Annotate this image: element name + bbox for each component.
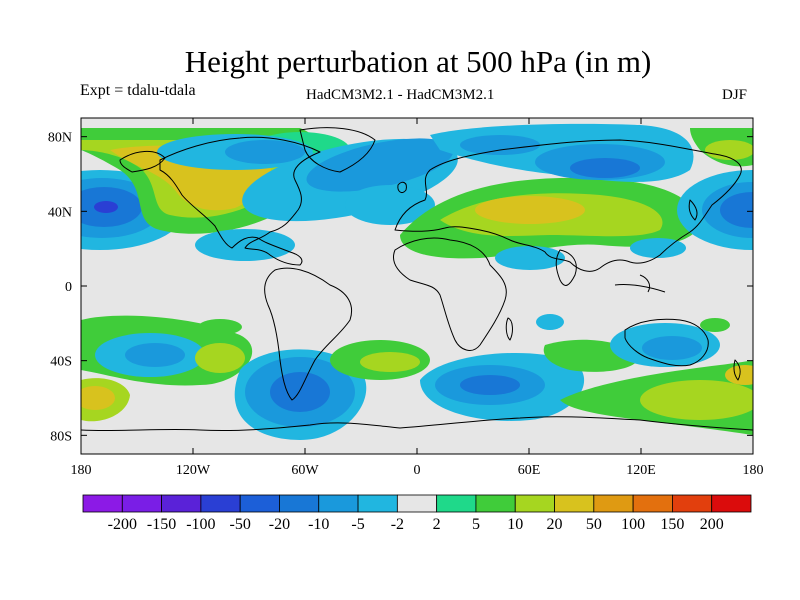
colorbar-swatch: [396, 494, 438, 513]
y-tick-label: 40N: [48, 205, 72, 220]
contour-neurasia-low-west: [460, 135, 540, 155]
coastlines: [81, 127, 753, 432]
colorbar-label: -100: [186, 516, 215, 533]
coastline-north-america: [159, 136, 321, 266]
contour-aus-low-inner: [642, 336, 702, 360]
contour-field: [81, 123, 753, 440]
contour-swpac-yellow: [640, 380, 753, 420]
contour-caribbean-low: [195, 229, 295, 261]
coastline-indonesia: [614, 274, 666, 293]
colorbar-label: -2: [391, 516, 404, 533]
colorbar-swatch: [121, 494, 162, 513]
experiment-label: Expt = tdalu-tdala: [80, 82, 196, 99]
colorbar-label: -10: [308, 516, 329, 533]
colorbar-label: -50: [230, 516, 251, 533]
colorbar-label: 20: [547, 516, 563, 533]
x-tick-label: 180: [743, 463, 764, 478]
colorbar-label: 2: [433, 516, 441, 533]
coastline-new-zealand: [733, 359, 741, 381]
contour-nwpac-low-inner: [720, 192, 753, 228]
contour-natl-low-mid: [306, 138, 454, 192]
chart-title: Height perturbation at 500 hPa (in m): [184, 44, 652, 79]
colorbar-swatch: [514, 494, 555, 513]
coastline-greenland: [299, 127, 376, 173]
contour-natl-low-south: [345, 185, 435, 225]
contour-neurasia-low-inner: [570, 158, 640, 178]
y-tick-label: 80N: [48, 131, 72, 146]
model-comparison-label: HadCM3M2.1 - HadCM3M2.1: [306, 87, 495, 103]
contour-npac-low-core: [94, 201, 118, 213]
contour-sind-small-low: [536, 314, 564, 330]
axis-ticks: 180 120W 60W 0 60E 120E 180 80N 40N 0 40S 80S: [48, 118, 764, 478]
colorbar-swatch: [200, 494, 241, 513]
colorbar-label: -150: [147, 516, 176, 533]
x-tick-label: 0: [414, 463, 421, 478]
colorbar: -200 -150 -100 -50 -20 -10 -5 -2 2 5 10 20 50 100 150 2…: [82, 494, 752, 533]
contour-coral-green: [700, 318, 730, 332]
contour-satl-low-inner: [270, 372, 330, 412]
map-plot-area: [81, 118, 753, 454]
contour-sind-low-inner: [460, 375, 520, 395]
colorbar-label: 10: [507, 516, 523, 533]
colorbar-swatch: [554, 494, 595, 513]
y-tick-label: 80S: [50, 429, 72, 444]
coastline-south-america: [264, 267, 353, 401]
coastline-africa: [393, 237, 507, 351]
colorbar-swatch: [82, 494, 123, 513]
colorbar-swatch: [239, 494, 280, 513]
colorbar-swatch: [632, 494, 673, 513]
colorbar-label: 150: [660, 516, 684, 533]
colorbar-swatch: [711, 494, 752, 513]
coastline-uk: [397, 181, 407, 193]
colorbar-label: -200: [108, 516, 137, 533]
x-tick-label: 180: [71, 463, 92, 478]
colorbar-swatch: [279, 494, 320, 513]
y-tick-label: 0: [65, 280, 72, 295]
colorbar-swatch: [672, 494, 713, 513]
coastline-india: [555, 249, 577, 286]
contour-seasia-low: [630, 238, 686, 258]
x-tick-label: 120E: [626, 463, 656, 478]
contour-spac-small-green: [198, 319, 242, 335]
coastline-antarctica: [81, 416, 753, 432]
colorbar-label: 100: [621, 516, 645, 533]
contour-eurasia-high-inner: [475, 196, 585, 224]
coastline-alaska: [119, 151, 166, 173]
x-tick-label: 60E: [518, 463, 541, 478]
colorbar-label: 50: [586, 516, 602, 533]
colorbar-label: -20: [269, 516, 290, 533]
x-tick-label: 120W: [176, 463, 211, 478]
coastline-eurasia: [394, 139, 742, 272]
contour-arabia-low: [495, 246, 565, 270]
colorbar-swatch: [475, 494, 516, 513]
colorbar-swatch: [318, 494, 359, 513]
colorbar-swatch: [436, 494, 477, 513]
coastline-australia: [624, 318, 709, 367]
colorbar-label: 200: [700, 516, 724, 533]
coastline-japan: [688, 199, 698, 221]
colorbar-label: -5: [351, 516, 364, 533]
contour-greenland-low-inner: [225, 140, 305, 164]
contour-spac-west-gold: [81, 386, 115, 410]
x-tick-label: 60W: [291, 463, 319, 478]
season-label: DJF: [722, 87, 748, 103]
contour-spac-low-inner: [125, 343, 185, 367]
contour-satl-yellow: [360, 352, 420, 372]
coastline-madagascar: [505, 317, 513, 341]
colorbar-label: 5: [472, 516, 480, 533]
contour-arctic-yellow-east: [705, 140, 753, 160]
contour-swpac-gold: [725, 365, 753, 385]
colorbar-swatch: [161, 494, 202, 513]
contour-spac-yellow: [195, 343, 245, 373]
y-tick-label: 40S: [50, 355, 72, 370]
colorbar-swatch: [593, 494, 634, 513]
colorbar-swatch: [357, 494, 398, 513]
